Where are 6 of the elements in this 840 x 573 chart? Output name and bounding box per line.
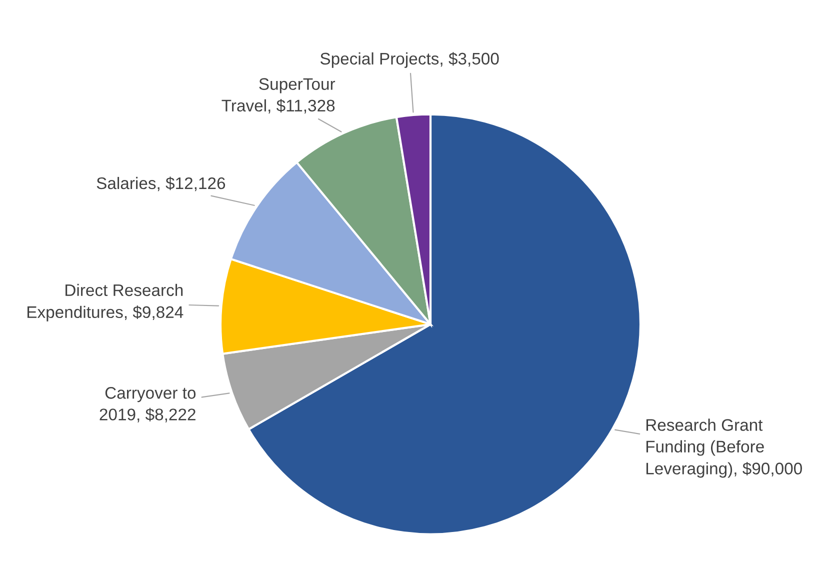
slice-label: Special Projects, $3,500 <box>320 52 499 68</box>
slice-label: Salaries, $12,126 <box>96 176 226 192</box>
slice-label: Research Grant Funding (Before Leveraging), $90,000 <box>646 418 802 478</box>
slice-label: SuperTour Travel, $11,328 <box>222 78 336 114</box>
slice-label: Carryover to 2019, $8,222 <box>100 387 196 422</box>
slice-label: Direct Research Expenditures, $9,824 <box>28 284 184 322</box>
